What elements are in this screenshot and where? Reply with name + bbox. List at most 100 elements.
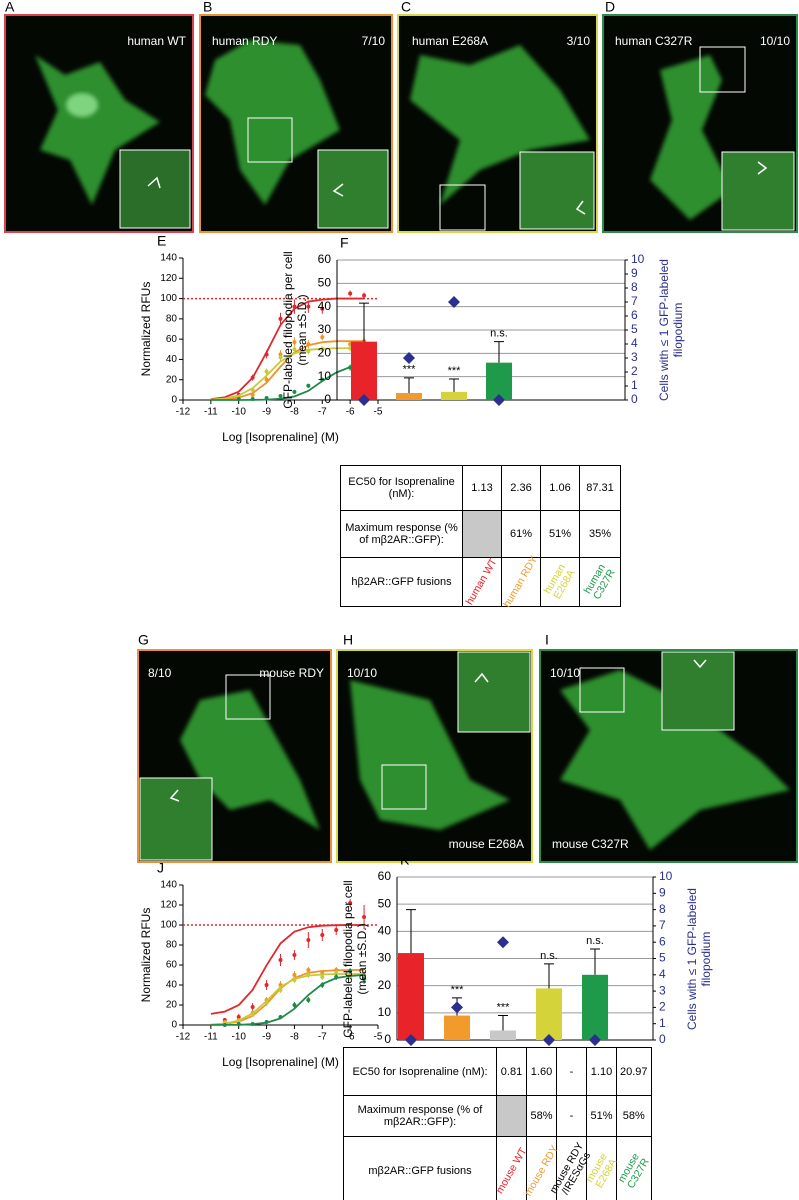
fit-curve [210, 364, 365, 401]
cell [410, 45, 590, 205]
y2-tick-label: 1 [659, 1016, 666, 1030]
diamond-marker [497, 936, 509, 949]
data-point [278, 393, 283, 398]
micrograph: H 10/10 mouse E268A [336, 632, 533, 863]
zoom-box [381, 764, 427, 810]
table-row: hβ2AR::GFP fusions human WT human RDY human… [340, 554, 621, 610]
bar [441, 391, 467, 400]
cell [35, 55, 160, 205]
table-cell: 61% [501, 510, 541, 558]
table-cell: 87.31 [579, 465, 621, 511]
data-point [264, 1001, 269, 1005]
data-point [362, 915, 367, 919]
y2-tick-label: 6 [659, 934, 666, 948]
data-point [306, 968, 311, 972]
y2-tick-label: 5 [631, 322, 638, 336]
cell [180, 690, 320, 830]
panel-count: 10/10 [550, 666, 580, 680]
panel-count: 8/10 [148, 666, 172, 680]
diamond-marker [403, 352, 415, 364]
y-tick-label: 100 [160, 293, 177, 304]
significance: *** [448, 365, 462, 377]
cell [350, 680, 510, 830]
y2-tick-label: 4 [659, 967, 666, 981]
cell [560, 670, 790, 850]
y2-tick-label: 7 [659, 918, 666, 932]
y-tick-label: 10 [318, 369, 332, 383]
significance: n.s. [490, 328, 508, 340]
y-tick-label: 50 [378, 896, 392, 910]
micrograph: B human RDY 7/10 [199, 0, 393, 233]
micrograph: G 8/10 mouse RDY [137, 632, 332, 863]
diamond-marker [451, 1001, 463, 1014]
diamond-marker [405, 1034, 417, 1046]
data-point [306, 973, 311, 977]
arrowhead [169, 789, 180, 802]
error-bar [494, 341, 504, 363]
data-point [348, 291, 353, 296]
fusion-cell: human E268A [540, 557, 580, 607]
arrowhead [757, 161, 768, 175]
x-tick-label: -8 [290, 407, 299, 418]
data-point [264, 1020, 269, 1024]
row-label: EC50 for Isoprenaline (nM): [340, 465, 463, 511]
bar [351, 341, 377, 400]
data-point [278, 316, 283, 321]
x-tick-label: -7 [318, 407, 327, 418]
y2-tick-label: 5 [659, 951, 666, 965]
table-row: Maximum response (% of mβ2AR::GFP): 61% 51… [340, 510, 621, 558]
y2-tick-label: 9 [659, 885, 666, 899]
table-row: mβ2AR::GFP fusions mouse WT mouse RDY mouse… [343, 1136, 652, 1200]
fusion-cell: human WT [462, 557, 502, 607]
bar [396, 393, 422, 400]
inset [119, 149, 191, 229]
error-bar [449, 378, 459, 392]
data-point [250, 375, 255, 380]
diamond-marker [358, 394, 370, 406]
table-cell: 58% [616, 1095, 652, 1137]
significance: *** [451, 984, 465, 996]
chart-letter: K [400, 852, 410, 868]
cell [205, 40, 340, 205]
panel-count: 10/10 [760, 34, 790, 48]
y-tick-label: 20 [318, 346, 332, 360]
fusion-cell: human RDY [501, 554, 541, 610]
table-cell: 51% [586, 1095, 617, 1137]
y2-tick-label: 2 [659, 1000, 666, 1014]
fusion-label: human RDY [501, 553, 541, 610]
data-point [278, 958, 283, 962]
significance: *** [497, 1001, 511, 1013]
panel-label: human WT [127, 34, 186, 48]
x-tick-label: -11 [204, 1032, 218, 1043]
empty-cell [462, 510, 502, 558]
panel-letter: H [343, 632, 353, 648]
y-tick-label: 80 [166, 940, 178, 951]
cell-core [66, 93, 98, 117]
y-tick-label: 0 [171, 395, 177, 406]
data-point [320, 347, 325, 352]
table-cell: 1.06 [540, 465, 580, 511]
y-tick-label: 0 [384, 1032, 391, 1046]
panel-letter: D [605, 0, 615, 15]
data-point [236, 396, 241, 401]
fit-curve [210, 297, 365, 400]
table-cell: 2.36 [501, 465, 541, 511]
y2-tick-label: 10 [659, 869, 673, 883]
chart-letter: F [340, 235, 349, 251]
data-point [306, 349, 311, 354]
y-tick-label: 20 [166, 374, 178, 385]
fit-curve [210, 347, 365, 401]
y-tick-label: 20 [378, 978, 392, 992]
panel-label: mouse C327R [552, 837, 629, 851]
axis-title: GFP-labeled filopodia per cell (mean ±S.… [281, 251, 309, 409]
panel-label: human C327R [615, 34, 693, 48]
inset [661, 651, 735, 731]
data-point [320, 933, 325, 937]
inset [139, 777, 213, 861]
fusion-label: human WT [463, 556, 500, 607]
data-point [236, 1019, 241, 1023]
y2-tick-label: 4 [631, 336, 638, 350]
data-point [362, 977, 367, 981]
y-tick-label: 20 [166, 1000, 178, 1011]
inset [519, 151, 595, 230]
